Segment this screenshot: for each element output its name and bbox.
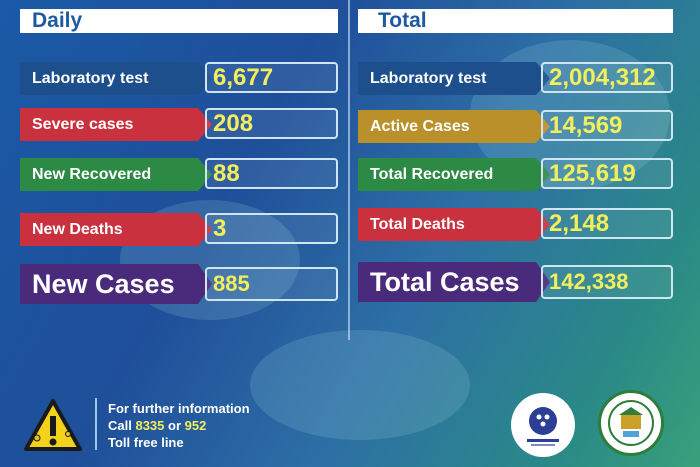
- hotline-number-2[interactable]: 952: [184, 418, 207, 433]
- ministry-seal-logo: [598, 390, 664, 456]
- total-active-label: Active Cases: [358, 110, 550, 143]
- total-cases-label: Total Cases: [358, 262, 550, 302]
- total-header: Total: [358, 9, 673, 33]
- total-cases-row: Total Cases 142,338: [358, 262, 673, 302]
- daily-severe-row: Severe cases 208: [20, 108, 338, 141]
- daily-recovered-value: 88: [205, 158, 338, 189]
- total-recovered-label: Total Recovered: [358, 158, 550, 191]
- daily-deaths-row: New Deaths 3: [20, 213, 338, 246]
- toll-free-line: Toll free line: [108, 435, 184, 450]
- total-recovered-row: Total Recovered 125,619: [358, 158, 673, 191]
- daily-lab-test-value: 6,677: [205, 62, 338, 93]
- government-logo: [511, 393, 575, 457]
- total-deaths-value: 2,148: [541, 208, 673, 239]
- daily-deaths-value: 3: [205, 213, 338, 244]
- total-cases-value: 142,338: [541, 265, 673, 299]
- daily-lab-test-row: Laboratory test 6,677: [20, 62, 338, 95]
- total-lab-test-label: Laboratory test: [358, 62, 550, 95]
- column-divider: [348, 0, 350, 340]
- or-text: or: [168, 418, 182, 433]
- daily-recovered-row: New Recovered 88: [20, 158, 338, 191]
- total-lab-test-value: 2,004,312: [541, 62, 673, 93]
- call-prefix: Call: [108, 418, 132, 433]
- total-active-row: Active Cases 14,569: [358, 110, 673, 143]
- total-recovered-value: 125,619: [541, 158, 673, 189]
- call-line: Call 8335 or 952: [108, 417, 250, 434]
- daily-deaths-label: New Deaths: [20, 213, 212, 246]
- total-active-value: 14,569: [541, 110, 673, 141]
- warning-triangle-icon: [24, 399, 82, 451]
- daily-new-cases-row: New Cases 885: [20, 264, 338, 304]
- info-line: For further information: [108, 401, 250, 416]
- total-deaths-label: Total Deaths: [358, 208, 550, 241]
- daily-severe-value: 208: [205, 108, 338, 139]
- daily-recovered-label: New Recovered: [20, 158, 212, 191]
- total-lab-test-row: Laboratory test 2,004,312: [358, 62, 673, 95]
- contact-info: For further information Call 8335 or 952…: [108, 400, 250, 451]
- daily-lab-test-label: Laboratory test: [20, 62, 212, 95]
- background-shape: [250, 330, 470, 440]
- daily-severe-label: Severe cases: [20, 108, 212, 141]
- daily-new-cases-value: 885: [205, 267, 338, 301]
- daily-new-cases-label: New Cases: [20, 264, 212, 304]
- daily-header: Daily: [20, 9, 338, 33]
- total-deaths-row: Total Deaths 2,148: [358, 208, 673, 241]
- hotline-number-1[interactable]: 8335: [135, 418, 165, 433]
- info-separator: [95, 398, 97, 450]
